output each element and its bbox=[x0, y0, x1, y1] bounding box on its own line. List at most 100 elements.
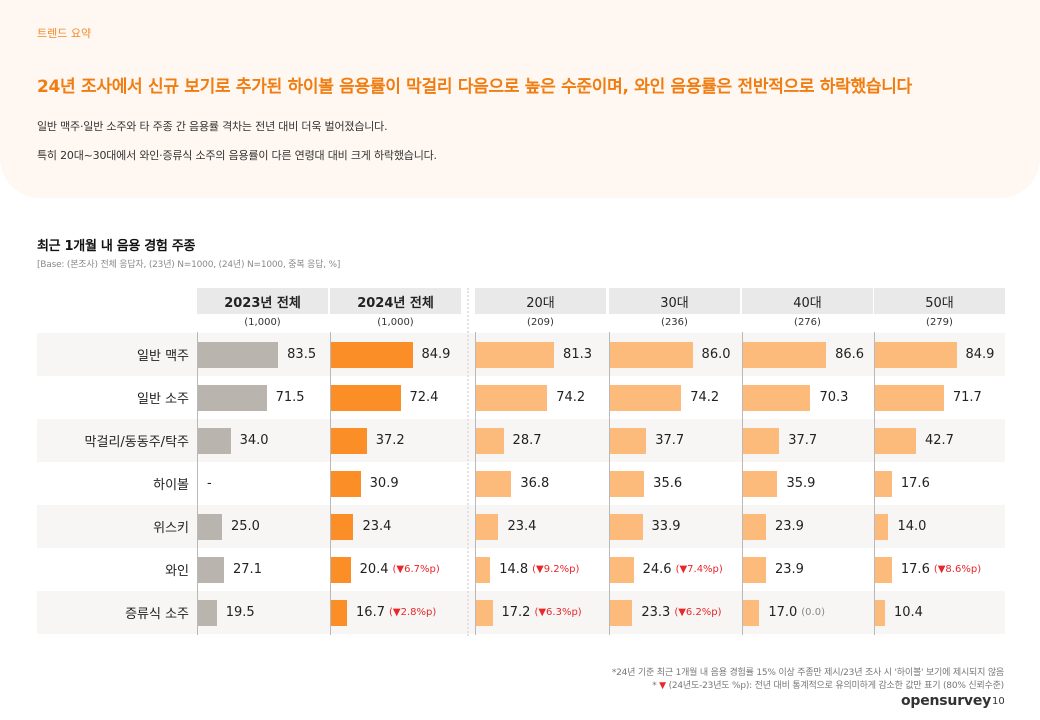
value-text: 83.5 bbox=[287, 347, 317, 362]
column-axis-line bbox=[197, 332, 198, 635]
bar bbox=[476, 599, 493, 626]
delta-label: (▼2.8%p) bbox=[388, 607, 437, 618]
value-text: 37.7 bbox=[788, 433, 818, 448]
column-axis-line bbox=[742, 332, 743, 635]
data-label: 17.6 (▼8.6%p) bbox=[901, 557, 981, 583]
column-header: 30대 bbox=[609, 288, 740, 314]
data-label: 23.3 (▼6.2%p) bbox=[641, 600, 721, 626]
data-label: 14.8 (▼9.2%p) bbox=[499, 557, 579, 583]
row-label: 위스키 bbox=[153, 521, 189, 536]
bar bbox=[331, 513, 354, 540]
data-label: 17.0 (0.0) bbox=[768, 600, 825, 626]
data-label: 24.6 (▼7.4%p) bbox=[643, 557, 723, 583]
data-label: 23.9 bbox=[775, 514, 804, 540]
bar bbox=[610, 384, 682, 411]
data-label: 10.4 bbox=[894, 600, 923, 626]
value-text: 17.6 bbox=[900, 476, 930, 491]
data-label: 37.2 bbox=[376, 428, 405, 454]
delta-label: (▼7.4%p) bbox=[675, 564, 723, 575]
data-label: 37.7 bbox=[788, 428, 817, 454]
data-label: 17.2 (▼6.3%p) bbox=[502, 600, 582, 626]
column-header: 2023년 전체 bbox=[197, 288, 328, 314]
value-text: 10.4 bbox=[893, 605, 923, 620]
value-text: 74.2 bbox=[556, 390, 586, 405]
bar bbox=[198, 556, 225, 583]
column-header: 2024년 전체 bbox=[330, 288, 461, 314]
delta-label: (▼8.6%p) bbox=[933, 564, 982, 575]
value-text: 84.9 bbox=[421, 347, 451, 362]
bar bbox=[331, 427, 367, 454]
data-label: 17.6 bbox=[901, 471, 930, 497]
value-text: 17.0 bbox=[768, 605, 798, 620]
footnote-2-text: (24년도-23년도 %p): 전년 대비 통계적으로 유의미하게 감소한 값만… bbox=[665, 681, 1005, 691]
value-text: 84.9 bbox=[965, 347, 995, 362]
bar bbox=[331, 470, 361, 497]
column-axis-line bbox=[874, 332, 875, 635]
data-label: 34.0 bbox=[240, 428, 269, 454]
data-label: 35.6 bbox=[653, 471, 682, 497]
footnote-1: *24년 기준 최근 1개월 내 음용 경험률 15% 이상 주종만 제시/23… bbox=[611, 668, 1004, 678]
delta-label: (▼6.3%p) bbox=[534, 607, 582, 618]
bar bbox=[198, 599, 217, 626]
value-text: 27.1 bbox=[233, 562, 262, 577]
value-text: - bbox=[207, 476, 212, 491]
decrease-triangle-icon: ▼ bbox=[659, 681, 666, 691]
bar bbox=[198, 341, 279, 368]
delta-label: (▼6.2%p) bbox=[674, 607, 722, 618]
value-text: 86.6 bbox=[835, 347, 865, 362]
data-label: 86.0 bbox=[702, 342, 731, 368]
bar bbox=[610, 470, 645, 497]
bar bbox=[743, 513, 766, 540]
bar bbox=[476, 341, 555, 368]
chart-base-note: [Base: (본조사) 전체 응답자, (23년) N=1000, (24년)… bbox=[37, 260, 341, 270]
data-label: 20.4 (▼6.7%p) bbox=[360, 557, 440, 583]
value-text: 74.2 bbox=[690, 390, 720, 405]
bar bbox=[198, 384, 267, 411]
page-number: 10 bbox=[992, 696, 1005, 707]
value-text: 23.4 bbox=[507, 519, 537, 534]
bar bbox=[610, 599, 633, 626]
bar bbox=[743, 384, 811, 411]
data-label: 81.3 bbox=[563, 342, 592, 368]
value-text: 19.5 bbox=[225, 605, 255, 620]
data-label: 36.8 bbox=[520, 471, 549, 497]
data-label: 71.7 bbox=[953, 385, 982, 411]
value-text: 17.2 bbox=[501, 605, 531, 620]
value-text: 81.3 bbox=[563, 347, 592, 362]
delta-label: (▼6.7%p) bbox=[392, 564, 440, 575]
value-text: 24.6 bbox=[642, 562, 672, 577]
data-label: 28.7 bbox=[513, 428, 542, 454]
data-label: 33.9 bbox=[652, 514, 681, 540]
value-text: 37.2 bbox=[375, 433, 405, 448]
bar bbox=[610, 427, 647, 454]
bar bbox=[875, 556, 892, 583]
bar bbox=[476, 427, 504, 454]
bar bbox=[610, 341, 693, 368]
value-text: 23.4 bbox=[362, 519, 392, 534]
bar bbox=[610, 556, 634, 583]
value-text: 37.7 bbox=[655, 433, 685, 448]
value-text: 36.8 bbox=[520, 476, 550, 491]
bar bbox=[875, 513, 889, 540]
value-text: 14.0 bbox=[897, 519, 927, 534]
data-label: 23.9 bbox=[775, 557, 804, 583]
value-text: 23.9 bbox=[774, 519, 804, 534]
value-text: 17.6 bbox=[900, 562, 930, 577]
data-label: 19.5 bbox=[226, 600, 255, 626]
value-text: 34.0 bbox=[239, 433, 269, 448]
footnote-2-prefix: * bbox=[652, 681, 660, 691]
bar bbox=[476, 556, 491, 583]
column-axis-line bbox=[330, 332, 331, 635]
column-axis-line bbox=[609, 332, 610, 635]
data-label: 72.4 bbox=[410, 385, 439, 411]
value-text: 16.7 bbox=[356, 605, 385, 620]
bar bbox=[331, 384, 401, 411]
data-label: 84.9 bbox=[422, 342, 451, 368]
bar bbox=[476, 470, 512, 497]
data-label: - bbox=[207, 471, 212, 497]
summary-line-1: 일반 맥주·일반 소주와 타 주종 간 음용률 격차는 전년 대비 더욱 벌어졌… bbox=[37, 120, 388, 133]
bar bbox=[476, 384, 548, 411]
data-label: 16.7 (▼2.8%p) bbox=[356, 600, 436, 626]
value-text: 72.4 bbox=[409, 390, 439, 405]
